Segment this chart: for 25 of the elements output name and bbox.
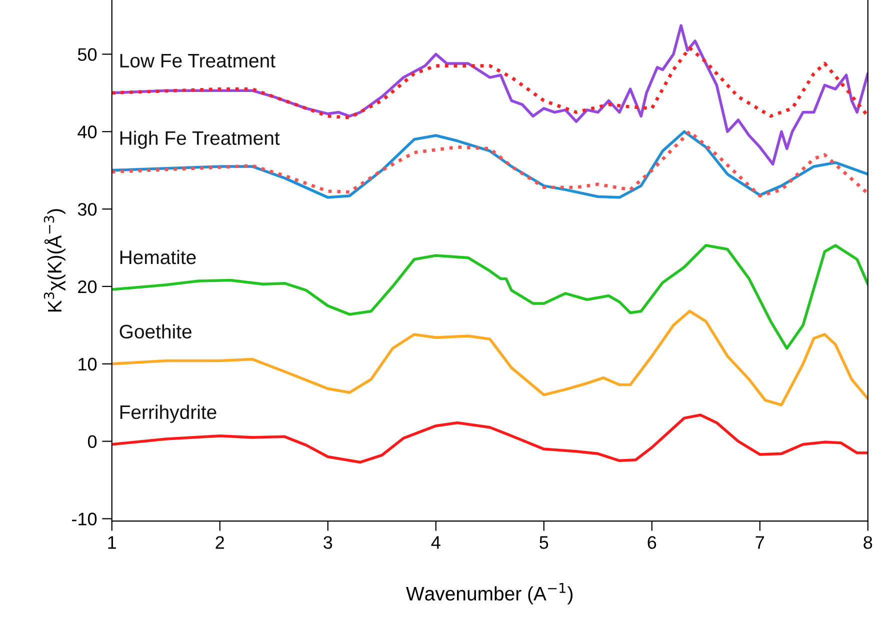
- y-tick-label: 50: [78, 48, 97, 61]
- x-tick-label: 4: [431, 536, 440, 549]
- x-tick-label: 5: [540, 536, 548, 549]
- series-label: Goethite: [120, 324, 192, 339]
- line-series: [112, 310, 868, 406]
- x-axis-title: Wavenumber (A$^{−1}$): [406, 583, 573, 604]
- series-label: Hematite: [120, 250, 196, 264]
- y-tick-label: -10: [72, 512, 97, 526]
- y-axis-title: K$^{3}$χ(K)(Å$^{−3}$): [44, 209, 66, 312]
- line-series: [112, 244, 868, 350]
- x-tick-label: 2: [216, 536, 224, 549]
- y-tick-label: 40: [78, 126, 97, 138]
- x-tick-label: 7: [756, 536, 764, 549]
- x-tick-label: 3: [324, 536, 332, 549]
- y-tick-label: 10: [78, 358, 97, 371]
- line-series: [112, 46, 868, 120]
- x-tick-label: 6: [648, 536, 656, 549]
- series-label: High Fe Treatment: [120, 130, 280, 149]
- series-label: Ferrihydrite: [120, 404, 216, 423]
- series-label: Low Fe Treatment: [120, 54, 276, 68]
- y-tick-label: 0: [88, 435, 97, 448]
- x-tick-label: 1: [108, 536, 116, 549]
- x-tick-label: 8: [864, 536, 872, 549]
- y-tick-label: 20: [78, 280, 97, 294]
- y-tick-label: 30: [78, 202, 97, 216]
